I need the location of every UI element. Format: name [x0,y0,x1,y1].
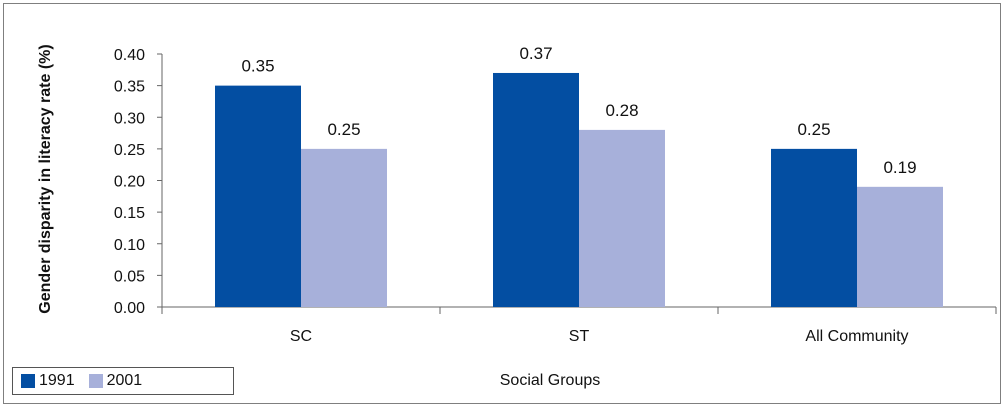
y-tick-label: 0.30 [114,110,145,127]
y-tick-label: 0.10 [114,237,145,254]
chart-frame [3,3,1001,404]
data-label: 0.28 [605,101,638,120]
data-label: 0.25 [797,120,830,139]
y-tick-label: 0.00 [114,300,145,317]
legend: 1991 2001 [12,367,234,395]
y-tick-label: 0.40 [114,47,145,64]
x-category-label: SC [290,328,312,345]
bar-2001-st [579,129,665,307]
legend-swatch-2001 [88,374,103,388]
legend-label-2001: 2001 [106,372,143,389]
legend-item-2001: 2001 [88,372,143,390]
x-category-label: All Community [805,328,908,345]
y-tick-label: 0.05 [114,268,145,285]
bar-1991-st [493,72,579,307]
y-tick-label: 0.20 [114,174,145,191]
bar-2001-sc [301,148,387,307]
y-tick-label: 0.15 [114,205,145,222]
legend-swatch-1991 [21,374,35,388]
x-axis-title: Social Groups [499,372,601,389]
data-label: 0.19 [883,158,916,177]
y-axis-title: Gender disparity in literacy rate (%) [37,44,54,314]
data-label: 0.35 [241,57,274,76]
bar-2001-all-community [857,186,943,307]
bar-1991-sc [215,85,301,307]
data-label: 0.37 [519,44,552,63]
bar-1991-all-community [771,148,857,307]
x-category-label: ST [569,328,590,345]
legend-label-1991: 1991 [39,372,75,389]
legend-item-1991: 1991 [21,372,75,390]
data-label: 0.25 [327,120,360,139]
y-tick-label: 0.35 [114,79,145,96]
y-tick-label: 0.25 [114,142,145,159]
